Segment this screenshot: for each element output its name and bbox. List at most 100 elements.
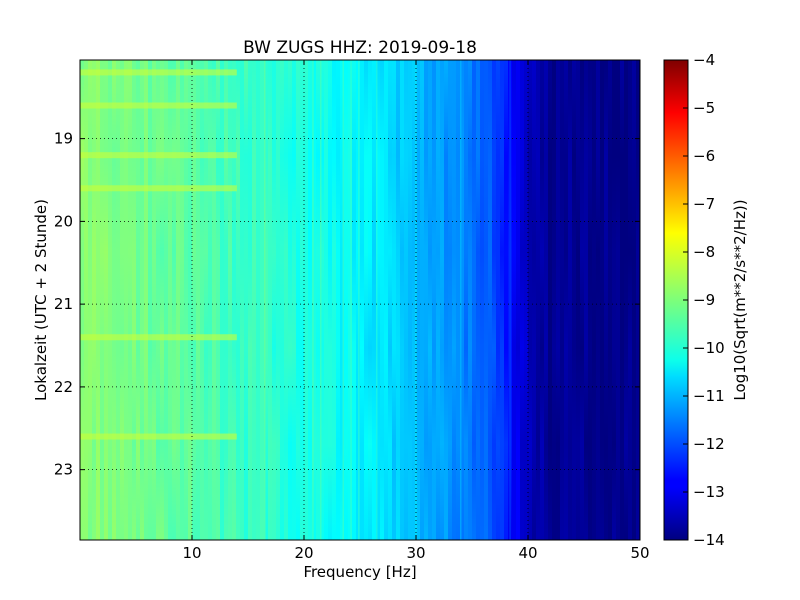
heatmap-cell [464,60,469,540]
heatmap-cell [264,60,269,540]
heatmap-cell [268,60,273,540]
heatmap-cell [252,60,257,540]
colorbar-tick-label: −10 [693,339,725,357]
heatmap-cell [512,60,517,540]
heatmap-cell [260,60,265,540]
x-tick-label: 20 [294,544,313,562]
heatmap-cell [616,60,621,540]
heatmap-cell [488,60,493,540]
heatmap-cell [572,60,577,540]
heatmap-cell [472,60,477,540]
heatmap-cell [636,60,640,540]
heatmap-cell [428,60,433,540]
heatmap-cell [96,60,101,540]
heatmap-cell [300,60,305,540]
heatmap-cell [88,60,93,540]
heatmap-cell [384,60,389,540]
heatmap-cell [408,60,413,540]
heatmap-cell [480,60,485,540]
noise-band [80,433,237,440]
heatmap-cell [476,60,481,540]
heatmap-cell [376,60,381,540]
y-axis-ticks: 19 20 21 22 23 [54,130,640,479]
colorbar-label: Log10(Sqrt(m**2/s**2/Hz)) [731,199,749,400]
heatmap-cell [504,60,509,540]
heatmap-cell [420,60,425,540]
heatmap-cell [536,60,541,540]
heatmap-cell [448,60,453,540]
heatmap-cell [424,60,429,540]
chart-title: BW ZUGS HHZ: 2019-09-18 [243,38,477,58]
heatmap-cell [452,60,457,540]
heatmap-cell [196,60,201,540]
x-tick-label: 50 [630,544,649,562]
colorbar-tick-label: −6 [693,147,715,165]
x-tick-label: 10 [182,544,201,562]
heatmap-cell [544,60,549,540]
heatmap-cell [552,60,557,540]
x-axis-label: Frequency [Hz] [303,563,416,581]
heatmap-cell [400,60,405,540]
heatmap-cell [404,60,409,540]
heatmap-cell [200,60,205,540]
colorbar-tick-label: −8 [693,243,715,261]
heatmap-cell [136,60,141,540]
heatmap-cell [632,60,637,540]
heatmap-cell [532,60,537,540]
heatmap-cell [484,60,489,540]
heatmap-cell [368,60,373,540]
heatmap-cell [176,60,181,540]
heatmap-cell [308,60,313,540]
heatmap-cell [432,60,437,540]
heatmap-cell [304,60,309,540]
heatmap-cell [500,60,505,540]
y-tick-label: 20 [54,212,73,230]
heatmap-cell [576,60,581,540]
heatmap-cell [440,60,445,540]
heatmap-cell [468,60,473,540]
heatmap-cell [292,60,297,540]
colorbar-tick-label: −13 [693,483,725,501]
heatmap-cell [160,60,165,540]
heatmap-cell [556,60,561,540]
heatmap-cell [116,60,121,540]
x-axis-ticks: 10 20 30 40 50 [182,60,650,562]
heatmap-cell [324,60,329,540]
heatmap-cell [232,60,237,540]
heatmap-cell [612,60,617,540]
heatmap-cell [496,60,501,540]
heatmap-cell [444,60,449,540]
heatmap-cell [148,60,153,540]
heatmap-cell [516,60,521,540]
heatmap-cell [84,60,89,540]
heatmap-cell [568,60,573,540]
heatmap-cell [256,60,261,540]
heatmap-cell [360,60,365,540]
y-axis-label: Lokalzeit (UTC + 2 Stunde) [32,199,50,401]
heatmap-cell [416,60,421,540]
x-tick-label: 30 [406,544,425,562]
heatmap-cell [592,60,597,540]
heatmap-cell [624,60,629,540]
heatmap-cell [124,60,129,540]
heatmap-cell [316,60,321,540]
heatmap-cell [344,60,349,540]
colorbar-ticks: −4 −5 −6 −7 −8 −9 −10 −11 −12 −13 −14 [683,51,725,549]
noise-band [80,152,237,159]
x-tick-label: 40 [518,544,537,562]
spectrogram-heatmap [80,60,640,540]
heatmap-cell [596,60,601,540]
heatmap-cell [524,60,529,540]
heatmap-cell [560,60,565,540]
heatmap-cell [372,60,377,540]
heatmap-cell [540,60,545,540]
heatmap-cell [436,60,441,540]
heatmap-cell [296,60,301,540]
heatmap-cell [328,60,333,540]
heatmap-cell [248,60,253,540]
noise-band [80,102,237,109]
colorbar-tick-label: −7 [693,195,715,213]
heatmap-cell [348,60,353,540]
heatmap-cell [172,60,177,540]
